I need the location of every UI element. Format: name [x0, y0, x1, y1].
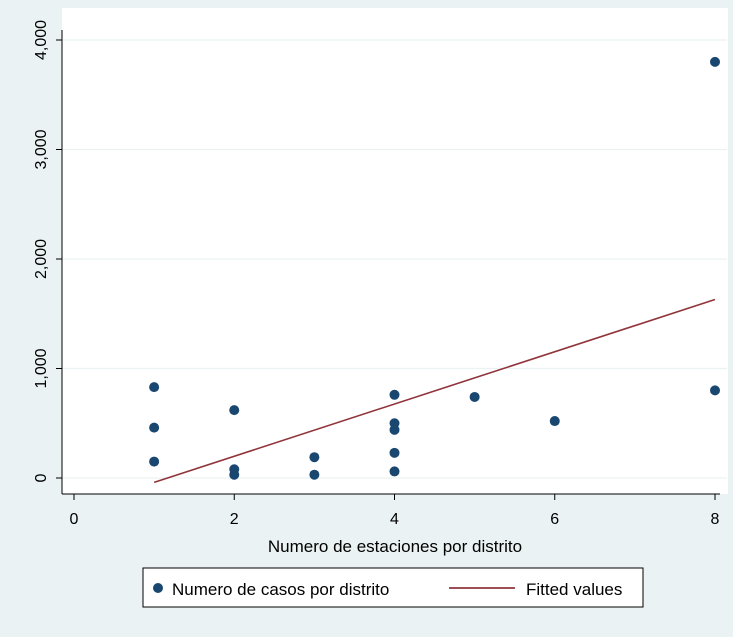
scatter-point-1 — [149, 422, 160, 433]
scatter-series — [149, 56, 720, 480]
y-tick-label-0: 0 — [33, 473, 50, 482]
scatter-point-12 — [389, 466, 400, 477]
scatter-point-3 — [229, 405, 240, 416]
scatter-point-13 — [469, 391, 480, 402]
scatter-point-16 — [710, 385, 720, 396]
fitted-values-series — [153, 298, 716, 484]
scatter-point-0 — [149, 382, 160, 393]
x-tick-label-3: 6 — [550, 511, 559, 528]
y-tick-label-4: 4,000 — [33, 20, 50, 60]
scatter-point-14 — [549, 416, 560, 427]
x-tick-label-0: 0 — [70, 511, 79, 528]
x-axis-ticks: 0 2 4 6 8 — [70, 494, 720, 528]
x-axis-title: Numero de estaciones por distrito — [268, 537, 522, 556]
legend-marker-scatter — [153, 583, 163, 593]
fitted-line-segment-0 — [153, 298, 716, 484]
axes — [61, 30, 720, 495]
y-axis-ticks: 0 1,000 2,000 3,000 4,000 — [33, 20, 62, 482]
x-tick-label-2: 4 — [390, 511, 399, 528]
scatter-point-10 — [389, 424, 400, 435]
scatter-point-6 — [309, 452, 320, 463]
y-tick-label-1: 1,000 — [33, 348, 50, 388]
scatter-point-7 — [309, 469, 320, 480]
scatter-point-11 — [389, 447, 400, 458]
scatter-point-2 — [149, 456, 160, 467]
y-tick-label-3: 3,000 — [33, 129, 50, 169]
x-tick-label-1: 2 — [230, 511, 239, 528]
x-tick-label-4: 8 — [711, 511, 720, 528]
y-tick-label-2: 2,000 — [33, 239, 50, 279]
scatter-point-15 — [710, 56, 720, 67]
scatter-point-8 — [389, 389, 400, 400]
legend-label-fitted: Fitted values — [526, 580, 622, 599]
gridlines — [63, 39, 727, 479]
scatter-point-5 — [229, 469, 240, 480]
legend: Numero de casos por distrito Fitted valu… — [142, 567, 644, 608]
plot-area — [62, 8, 728, 494]
legend-box — [142, 567, 644, 608]
legend-label-scatter: Numero de casos por distrito — [172, 580, 389, 599]
